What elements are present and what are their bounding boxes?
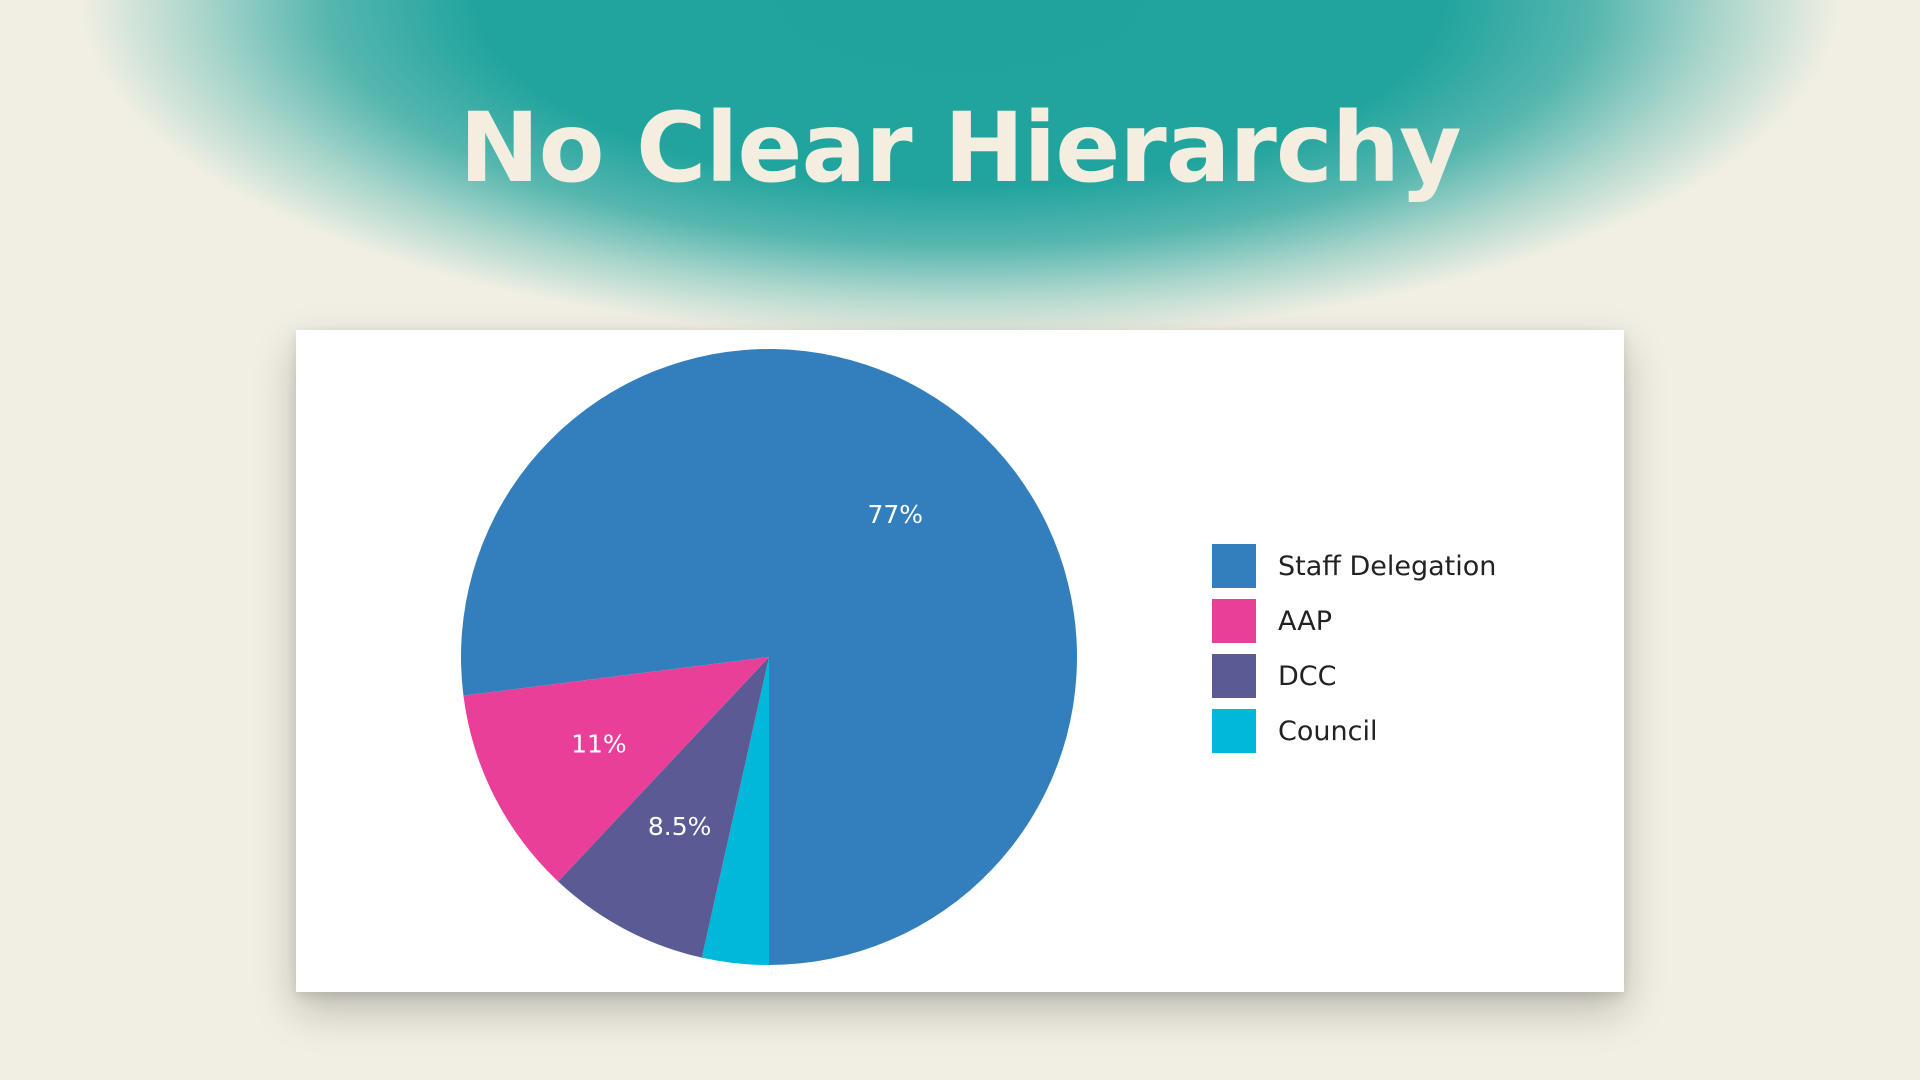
legend-swatch-dcc [1212, 654, 1256, 698]
legend-label-dcc: DCC [1278, 661, 1337, 692]
legend-swatch-aap [1212, 599, 1256, 643]
legend-label-council: Council [1278, 716, 1377, 747]
pie-chart-card: 3.5%8.5%11%77% Staff DelegationAAPDCCCou… [296, 330, 1624, 992]
legend-item-dcc: DCC [1212, 654, 1337, 698]
slice-label-dcc: 8.5% [648, 812, 712, 841]
legend-swatch-staff-delegation [1212, 544, 1256, 588]
legend-item-aap: AAP [1212, 599, 1332, 643]
legend-item-council: Council [1212, 709, 1377, 753]
slice-label-staff-delegation: 77% [867, 500, 923, 529]
legend-label-staff-delegation: Staff Delegation [1278, 551, 1496, 582]
pie-chart: 3.5%8.5%11%77% Staff DelegationAAPDCCCou… [296, 330, 1624, 992]
legend-label-aap: AAP [1278, 606, 1332, 637]
slide-title: No Clear Hierarchy [0, 92, 1920, 204]
chart-legend: Staff Delegation AAP DCC Council [1212, 544, 1496, 753]
legend-item-staff-delegation: Staff Delegation [1212, 544, 1496, 588]
pie-slices [461, 349, 1077, 965]
slice-label-aap: 11% [571, 730, 627, 759]
legend-swatch-council [1212, 709, 1256, 753]
